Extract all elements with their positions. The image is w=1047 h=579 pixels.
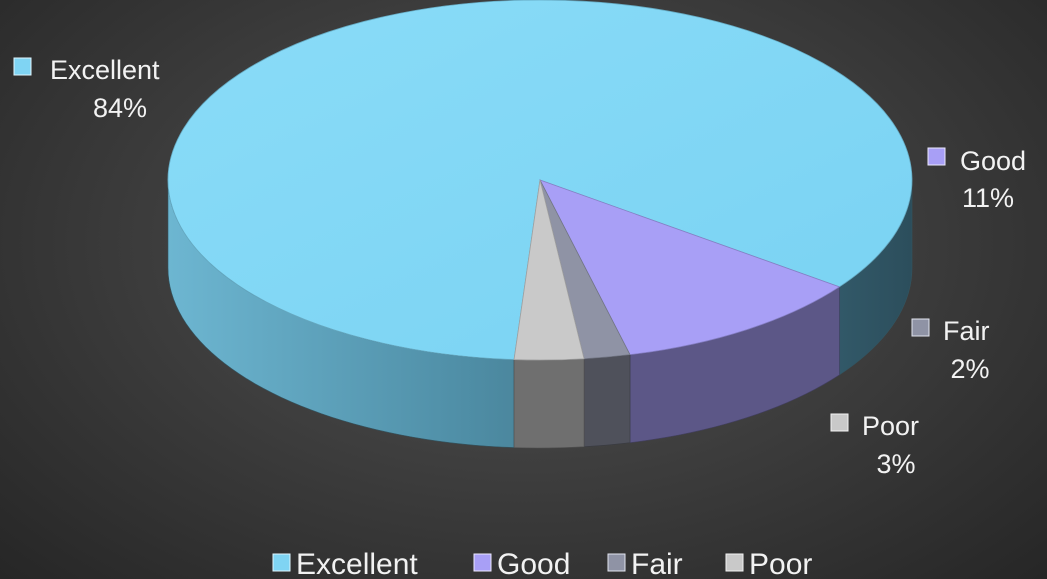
data-label-poor-marker bbox=[830, 413, 849, 432]
data-label-good: Good 11% bbox=[927, 146, 1026, 213]
data-label-fair-category: Fair bbox=[943, 316, 990, 346]
legend-item-poor: Poor bbox=[725, 548, 812, 579]
legend-swatch-good bbox=[473, 553, 492, 572]
legend-label-fair: Fair bbox=[631, 548, 683, 579]
legend-item-excellent: Excellent bbox=[272, 548, 418, 579]
data-label-excellent-marker bbox=[13, 57, 32, 76]
legend-swatch-poor bbox=[725, 553, 744, 572]
data-label-excellent-category: Excellent bbox=[50, 55, 160, 85]
legend-label-excellent: Excellent bbox=[296, 548, 418, 579]
pie-top-faces bbox=[167, 0, 913, 361]
legend-label-poor: Poor bbox=[749, 548, 812, 579]
legend-swatch-fair bbox=[607, 553, 626, 572]
data-label-excellent: Excellent 84% bbox=[13, 55, 160, 123]
pie-slice-poor bbox=[513, 179, 585, 361]
data-label-fair-percent: 2% bbox=[950, 354, 989, 384]
pie-side-poor bbox=[513, 358, 585, 449]
data-label-good-marker bbox=[927, 147, 946, 166]
data-label-good-percent: 11% bbox=[962, 183, 1014, 213]
legend-item-good: Good bbox=[473, 548, 570, 579]
data-label-poor-category: Poor bbox=[862, 411, 919, 441]
pie-side-fair bbox=[583, 354, 631, 448]
data-label-excellent-percent: 84% bbox=[93, 93, 147, 123]
legend-swatch-excellent bbox=[272, 553, 291, 572]
data-label-poor: Poor 3% bbox=[830, 411, 919, 479]
data-label-good-category: Good bbox=[960, 146, 1026, 176]
legend-label-good: Good bbox=[497, 548, 570, 579]
data-label-fair: Fair 2% bbox=[911, 316, 990, 384]
data-labels: Excellent 84% Good 11% Fair 2% Poor 3% bbox=[13, 55, 1026, 479]
data-label-fair-marker bbox=[911, 318, 930, 337]
data-label-poor-percent: 3% bbox=[876, 449, 915, 479]
legend-item-fair: Fair bbox=[607, 548, 683, 579]
legend: Excellent Good Fair Poor bbox=[272, 548, 812, 579]
pie-side-walls bbox=[167, 179, 913, 449]
pie-slice-good bbox=[539, 179, 841, 356]
